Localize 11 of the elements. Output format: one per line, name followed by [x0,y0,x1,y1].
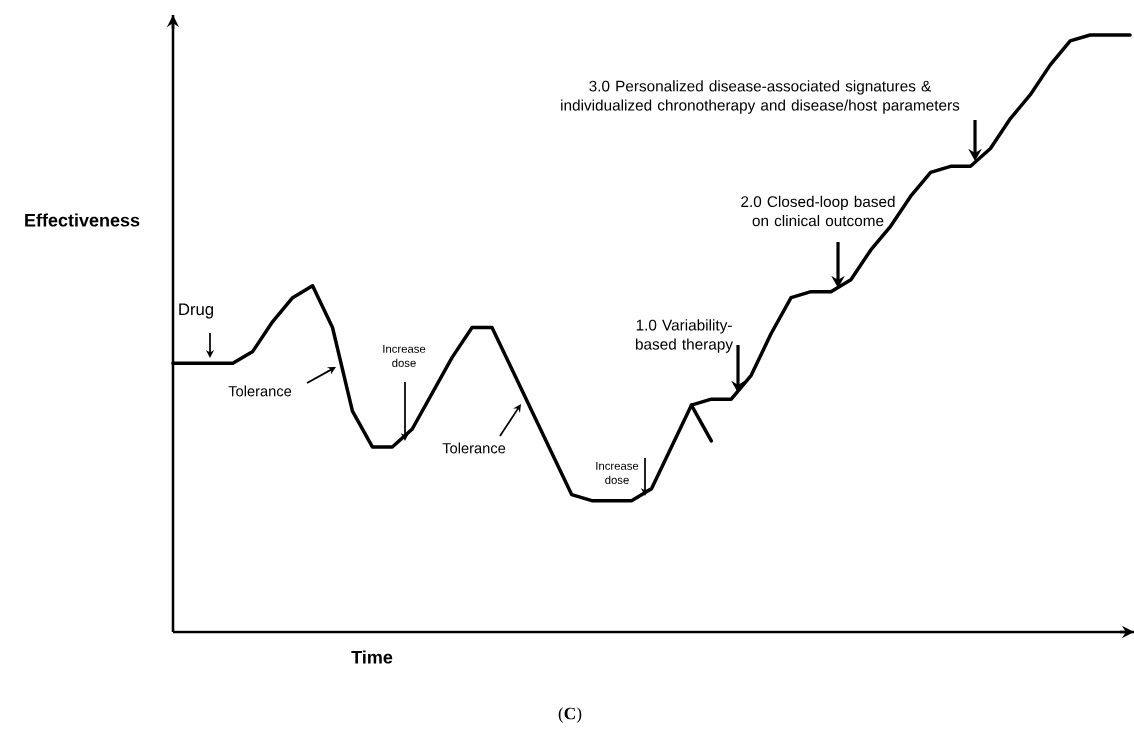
annotation: 1.0 Variability-based therapy [635,319,733,353]
annotation: 2.0 Closed-loop based on clinical outcome [741,195,895,227]
x-axis-title: Time [351,650,393,664]
text: (C) [558,707,582,723]
annotation: 3.0 Personalized disease-associated signatures & individualized chronotherapy and disease/host parameters [561,80,960,114]
annotation: Tolerance [228,385,292,397]
annotation: Increase dose [596,461,639,485]
annotation: Drug [179,303,213,319]
y-axis-title: Effectiveness [25,213,140,227]
annotation: Increase dose [383,344,426,368]
annotation: Tolerance [442,442,506,454]
